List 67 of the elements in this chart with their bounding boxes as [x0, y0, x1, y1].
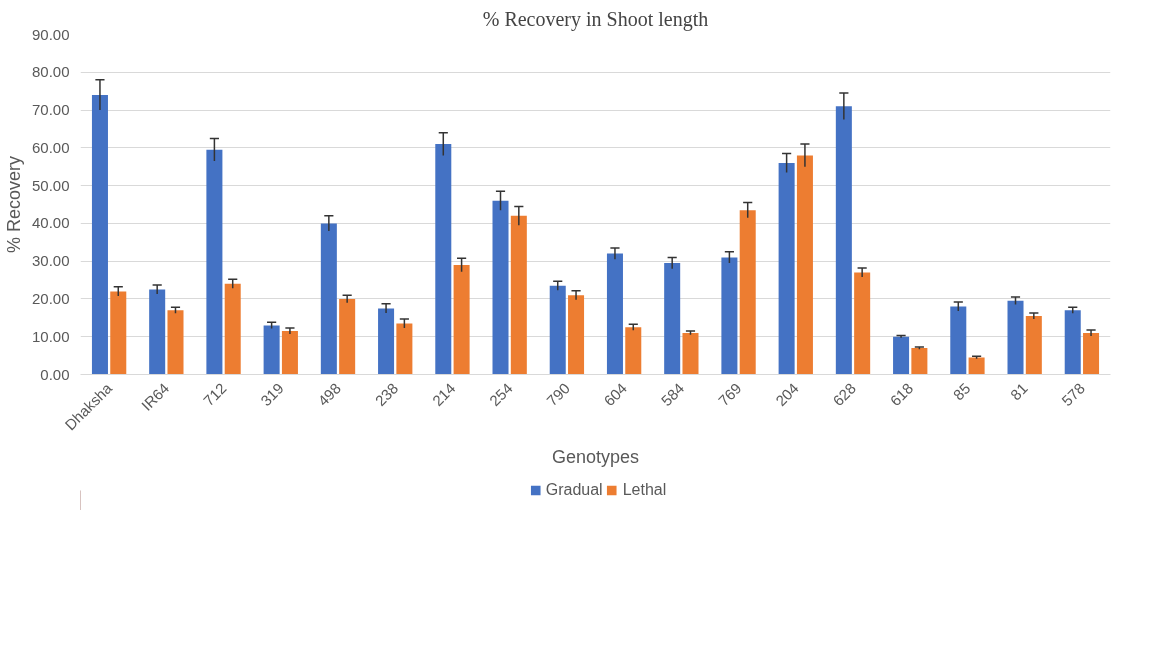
x-tick-label: 85 [949, 379, 974, 404]
bar [911, 348, 928, 375]
x-tick-label: 618 [886, 379, 917, 410]
bar [549, 285, 566, 375]
y-tick-label: 30.00 [31, 252, 70, 270]
bar [739, 210, 756, 375]
bar [1007, 300, 1024, 375]
bar [606, 253, 623, 375]
bar [206, 149, 223, 375]
y-tick-label: 50.00 [31, 176, 70, 194]
legend-label: Gradual [545, 481, 603, 499]
bar [378, 308, 395, 375]
bar [1064, 310, 1081, 375]
bar [281, 331, 298, 375]
x-tick-label: 498 [314, 379, 345, 410]
y-tick-label: 20.00 [31, 289, 70, 307]
y-tick-label: 0.00 [40, 365, 70, 383]
bar [968, 357, 985, 375]
x-tick-label: 769 [714, 379, 745, 410]
bar [625, 327, 642, 375]
chart-title: % Recovery in Shoot length [482, 7, 709, 31]
bar [854, 272, 871, 375]
bar [1083, 332, 1100, 375]
y-tick-label: 70.00 [31, 101, 70, 119]
y-axis-title: % Recovery [3, 155, 24, 254]
legend-label: Lethal [622, 481, 667, 499]
x-tick-label: 604 [600, 379, 631, 410]
bar [320, 223, 337, 375]
x-axis-title: Genotypes [551, 447, 640, 468]
x-tick-label: 584 [657, 379, 688, 410]
bar [950, 306, 967, 375]
bar [339, 298, 356, 375]
y-tick-label: 90.00 [31, 25, 70, 43]
bar [568, 295, 585, 375]
bar [796, 155, 813, 375]
x-tick-label: 578 [1058, 379, 1088, 410]
bar [263, 325, 280, 375]
bar [682, 332, 699, 375]
bar [492, 200, 509, 375]
bar [721, 257, 738, 375]
bar [167, 310, 184, 375]
bar [224, 283, 241, 375]
bar [453, 264, 470, 375]
x-tick-label: 790 [543, 379, 573, 410]
bar [893, 336, 910, 375]
x-tick-label: 254 [485, 379, 516, 410]
y-tick-label: 40.00 [31, 214, 70, 232]
bar [1025, 315, 1042, 375]
bar [149, 289, 166, 375]
bar [110, 291, 127, 375]
bar [664, 263, 681, 375]
bar [396, 323, 413, 375]
bar [778, 162, 795, 375]
x-tick-label: 712 [199, 379, 230, 410]
bar [435, 144, 452, 375]
y-tick-label: 10.00 [31, 327, 70, 345]
x-tick-label: 238 [371, 379, 402, 410]
x-tick-label: 628 [829, 379, 860, 410]
x-tick-label: 204 [772, 379, 802, 410]
x-tick-label: 319 [257, 379, 287, 410]
bar [835, 106, 852, 375]
y-tick-label: 60.00 [31, 138, 70, 156]
x-tick-label: 81 [1006, 379, 1031, 404]
y-tick-label: 80.00 [31, 63, 70, 81]
bar [510, 215, 527, 375]
bar [91, 94, 108, 375]
x-tick-label: 214 [428, 379, 459, 410]
